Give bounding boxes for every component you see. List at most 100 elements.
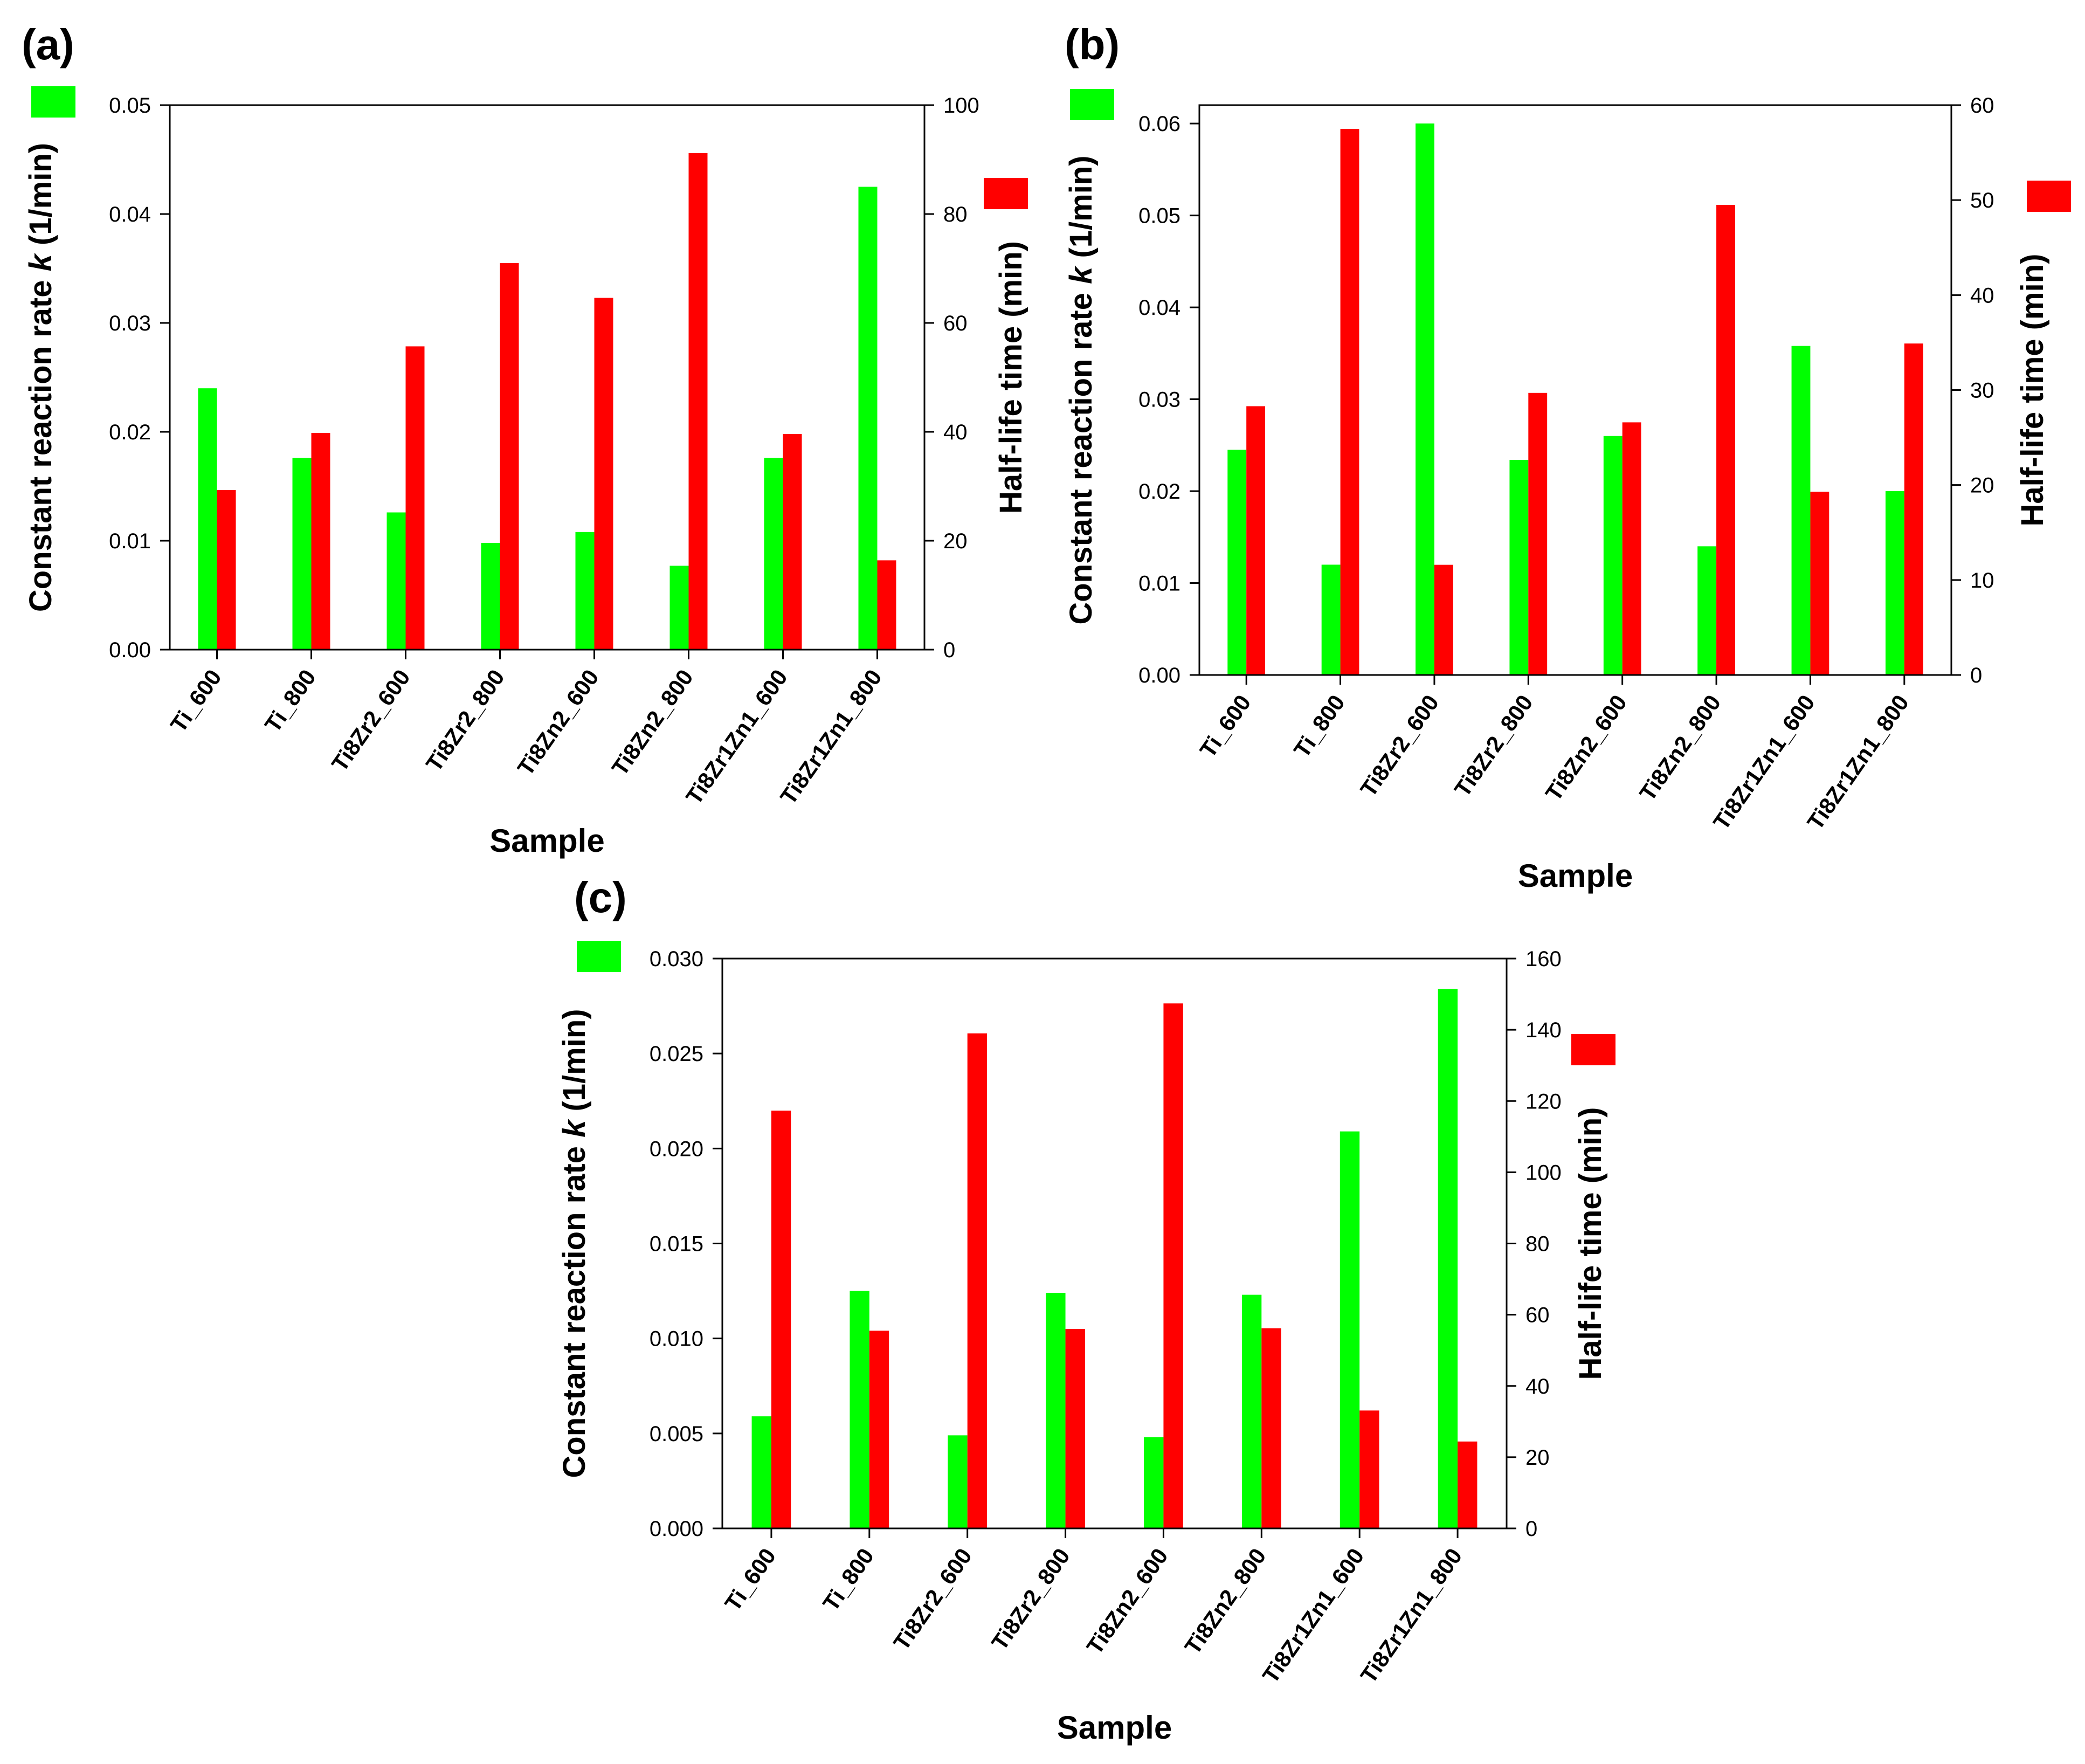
bar-half-life-Ti8Zn2_600 bbox=[594, 298, 613, 650]
x-tick-label: Ti_600 bbox=[720, 1543, 781, 1615]
chart-panel-c: (c)Ti_600 Ti_800 Ti8Zr2_600 Ti8Zr2_800 Ti8Zn… bbox=[557, 873, 1615, 1746]
bar-k-Ti8Zr2_600 bbox=[948, 1435, 968, 1528]
y-right-tick-label: 40 bbox=[943, 421, 968, 444]
bar-half-life-Ti8Zr1Zn1_600 bbox=[783, 434, 802, 650]
x-tick-label: Ti8Zn2_600 bbox=[1082, 1543, 1173, 1659]
bar-k-Ti8Zr2_800 bbox=[481, 543, 500, 650]
legend-swatch-k bbox=[577, 941, 621, 972]
legend-swatch-k bbox=[1070, 89, 1114, 120]
y-left-tick-label: 0.05 bbox=[1138, 204, 1180, 228]
bar-k-Ti8Zn2_600 bbox=[1144, 1437, 1164, 1528]
axis-title-part: Constant reaction rate bbox=[1064, 284, 1099, 625]
x-tick-label: Ti8Zr1Zn1_800 bbox=[1802, 690, 1914, 834]
y-right-tick-label: 120 bbox=[1525, 1090, 1562, 1113]
x-tick-label: Ti_600 bbox=[165, 665, 226, 736]
chart-panel-a: (a)Ti_600 Ti_800 Ti8Zr2_600 Ti8Zr2_800 Ti8Zn… bbox=[22, 20, 1028, 859]
bar-half-life-Ti8Zr1Zn1_600 bbox=[1359, 1410, 1379, 1528]
plot-frame bbox=[721, 957, 1508, 1529]
x-tick-label: Ti_600 bbox=[1195, 690, 1255, 762]
y-left-tick-label: 0.030 bbox=[650, 947, 703, 971]
x-tick-label: Ti8Zr1Zn1_800 bbox=[775, 665, 887, 809]
legend-swatch-half-life bbox=[2027, 181, 2071, 212]
y-left-tick-label: 0.02 bbox=[1138, 480, 1180, 504]
x-tick-label: Ti8Zr2_600 bbox=[888, 1543, 977, 1655]
x-tick-label: Ti8Zr2_600 bbox=[1355, 690, 1444, 801]
y-right-axis-title: Half-life time (min) bbox=[1573, 1107, 1608, 1380]
x-tick-label: Ti_800 bbox=[1289, 690, 1350, 762]
y-right-axis-title: Half-life time (min) bbox=[2015, 254, 2050, 527]
bar-k-Ti8Zr1Zn1_800 bbox=[858, 187, 878, 650]
bar-k-Ti8Zn2_800 bbox=[1697, 546, 1717, 675]
y-right-tick-label: 30 bbox=[1970, 379, 1994, 403]
bar-k-Ti8Zn2_800 bbox=[669, 566, 689, 650]
y-left-tick-label: 0.03 bbox=[109, 312, 151, 335]
y-right-tick-label: 160 bbox=[1525, 947, 1562, 971]
x-tick-label: Ti8Zr2_600 bbox=[327, 665, 415, 776]
bar-half-life-Ti8Zn2_800 bbox=[1716, 204, 1735, 676]
y-left-tick-label: 0.00 bbox=[1138, 664, 1180, 687]
y-left-tick-label: 0.015 bbox=[650, 1232, 703, 1256]
bar-half-life-Ti8Zr2_800 bbox=[1528, 392, 1548, 675]
x-tick-label: Ti8Zn2_800 bbox=[1634, 690, 1725, 805]
x-tick-label: Ti8Zr1Zn1_600 bbox=[681, 665, 792, 809]
y-right-tick-label: 100 bbox=[943, 94, 979, 118]
y-left-tick-label: 0.01 bbox=[1138, 572, 1180, 596]
bar-half-life-Ti_600 bbox=[1246, 406, 1266, 675]
y-right-tick-label: 60 bbox=[1525, 1304, 1550, 1327]
x-axis-title: Sample bbox=[1518, 858, 1633, 894]
bar-half-life-Ti8Zr2_600 bbox=[1434, 564, 1453, 675]
axis-title-part: (1/min) bbox=[1064, 155, 1099, 266]
y-right-tick-label: 100 bbox=[1525, 1161, 1562, 1184]
bar-k-Ti8Zr2_600 bbox=[1416, 123, 1434, 675]
y-right-tick-label: 60 bbox=[1970, 94, 1994, 118]
y-right-tick-label: 20 bbox=[1970, 474, 1994, 498]
bar-half-life-Ti8Zr1Zn1_800 bbox=[1458, 1441, 1478, 1528]
x-axis-title: Sample bbox=[489, 823, 604, 859]
y-left-axis-title: Constant reaction rate k (1/min) bbox=[557, 1009, 592, 1478]
bar-k-Ti8Zr1Zn1_600 bbox=[1791, 346, 1811, 675]
bar-half-life-Ti8Zr1Zn1_800 bbox=[1904, 343, 1923, 675]
bar-k-Ti8Zr1Zn1_600 bbox=[764, 458, 783, 650]
y-left-tick-label: 0.01 bbox=[109, 529, 151, 553]
bar-half-life-Ti8Zr2_800 bbox=[500, 263, 519, 650]
x-tick-label: Ti8Zr2_800 bbox=[1449, 690, 1538, 801]
bar-half-life-Ti_600 bbox=[771, 1111, 791, 1528]
bar-k-Ti8Zr1Zn1_600 bbox=[1340, 1131, 1360, 1528]
k-symbol: k bbox=[1064, 265, 1099, 284]
bar-half-life-Ti8Zr2_600 bbox=[405, 346, 425, 650]
y-left-tick-label: 0.02 bbox=[109, 421, 151, 444]
y-right-axis-title: Half-life time (min) bbox=[993, 241, 1028, 514]
bar-half-life-Ti8Zn2_600 bbox=[1622, 422, 1641, 675]
y-right-tick-label: 140 bbox=[1525, 1018, 1562, 1042]
y-right-tick-label: 20 bbox=[1525, 1446, 1550, 1470]
plot-frame bbox=[169, 104, 926, 651]
bar-k-Ti8Zn2_800 bbox=[1241, 1294, 1262, 1528]
bar-half-life-Ti8Zn2_600 bbox=[1163, 1003, 1183, 1528]
x-tick-label: Ti8Zr1Zn1_600 bbox=[1708, 690, 1820, 834]
x-axis-title: Sample bbox=[1057, 1710, 1172, 1746]
panel-letter: (b) bbox=[1065, 20, 1120, 68]
bar-half-life-Ti8Zr2_600 bbox=[967, 1033, 988, 1528]
y-right-tick-label: 80 bbox=[1525, 1232, 1550, 1256]
axis-title-part: (1/min) bbox=[557, 1009, 592, 1120]
x-tick-label: Ti_800 bbox=[260, 665, 321, 736]
bar-k-Ti8Zn2_600 bbox=[575, 532, 595, 650]
x-tick-label: Ti8Zn2_600 bbox=[1541, 690, 1632, 805]
bar-k-Ti8Zn2_600 bbox=[1603, 436, 1623, 675]
y-left-tick-label: 0.06 bbox=[1138, 112, 1180, 136]
y-left-tick-label: 0.025 bbox=[650, 1042, 703, 1066]
k-symbol: k bbox=[23, 252, 58, 271]
legend-swatch-k bbox=[31, 86, 75, 118]
axis-title-part: Constant reaction rate bbox=[557, 1138, 592, 1478]
y-left-tick-label: 0.04 bbox=[109, 203, 151, 226]
k-symbol: k bbox=[557, 1119, 592, 1138]
y-left-tick-label: 0.05 bbox=[109, 94, 151, 118]
plot-frame bbox=[1198, 104, 1952, 676]
y-left-axis-title: Constant reaction rate k (1/min) bbox=[23, 143, 58, 612]
bar-k-Ti_600 bbox=[198, 388, 217, 650]
bar-half-life-Ti_800 bbox=[311, 433, 330, 650]
bar-k-Ti_600 bbox=[751, 1416, 771, 1528]
x-tick-label: Ti8Zn2_800 bbox=[1179, 1543, 1271, 1659]
y-left-axis-title: Constant reaction rate k (1/min) bbox=[1064, 155, 1099, 624]
bar-k-Ti_800 bbox=[292, 458, 312, 650]
